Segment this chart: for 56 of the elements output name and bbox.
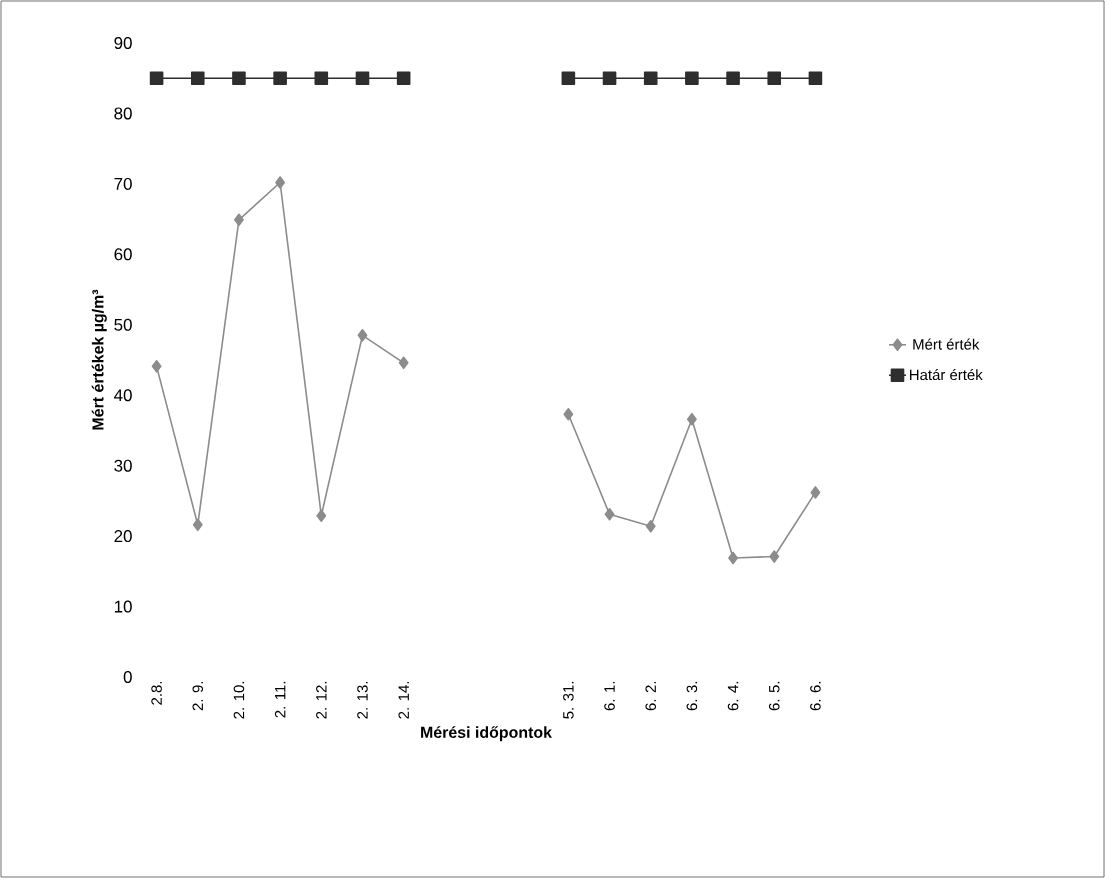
point (686, 412, 697, 426)
point (275, 176, 286, 189)
point (273, 71, 287, 86)
x-tick-label: 6. 2. (645, 681, 656, 711)
x-tick-label: 2.8. (151, 681, 162, 705)
x-tick-label: 2. 9. (192, 681, 204, 711)
point (357, 329, 368, 342)
y-tick-label: 0 (123, 671, 132, 683)
x-tick-label: 2. 13. (357, 681, 368, 719)
y-tick-label: 30 (114, 459, 132, 472)
point (602, 71, 617, 86)
y-tick-label: 60 (114, 248, 132, 261)
y-tick-label: 40 (114, 389, 132, 402)
point (563, 407, 574, 421)
point (645, 519, 656, 533)
point (769, 550, 780, 563)
x-tick-label: 2. 11. (274, 681, 286, 718)
point (190, 71, 205, 86)
point (232, 71, 246, 86)
y-tick-label: 70 (114, 177, 132, 190)
point (810, 486, 821, 499)
point (316, 509, 327, 522)
x-tick-label: 5. 31. (563, 681, 574, 719)
x-tick-label: 6. 1. (604, 681, 615, 711)
x-tick-label: 2. 14. (398, 681, 409, 719)
x-tick-label: 6. 4. (727, 681, 739, 711)
y-tick-label: 80 (114, 107, 132, 120)
point (767, 71, 782, 86)
y-axis-title: Mért értékek µg/m³ (91, 289, 107, 430)
x-tick-label: 6. 3. (686, 681, 698, 711)
legend-label: Mért érték (913, 338, 980, 350)
point (561, 71, 576, 86)
y-tick-label: 90 (114, 37, 132, 49)
point (604, 507, 615, 521)
point (192, 518, 203, 532)
point (151, 360, 162, 373)
point (314, 71, 329, 86)
x-axis-title: Mérési időpontok (421, 726, 552, 742)
point (396, 71, 411, 86)
point (685, 71, 699, 86)
y-tick-label: 10 (114, 600, 132, 613)
point (234, 213, 244, 227)
point (149, 71, 164, 86)
legend-label: Határ érték (910, 368, 983, 381)
point (726, 71, 740, 86)
point (355, 71, 370, 86)
x-tick-label: 6. 6. (810, 681, 821, 711)
point (398, 356, 409, 370)
x-tick-label: 2. 10. (233, 681, 245, 719)
point (643, 71, 658, 86)
point (808, 71, 823, 86)
y-tick-label: 50 (114, 318, 132, 331)
y-tick-label: 20 (114, 530, 132, 543)
x-tick-label: 6. 5. (768, 681, 780, 711)
point (728, 551, 738, 565)
x-tick-label: 2. 12. (316, 681, 327, 719)
